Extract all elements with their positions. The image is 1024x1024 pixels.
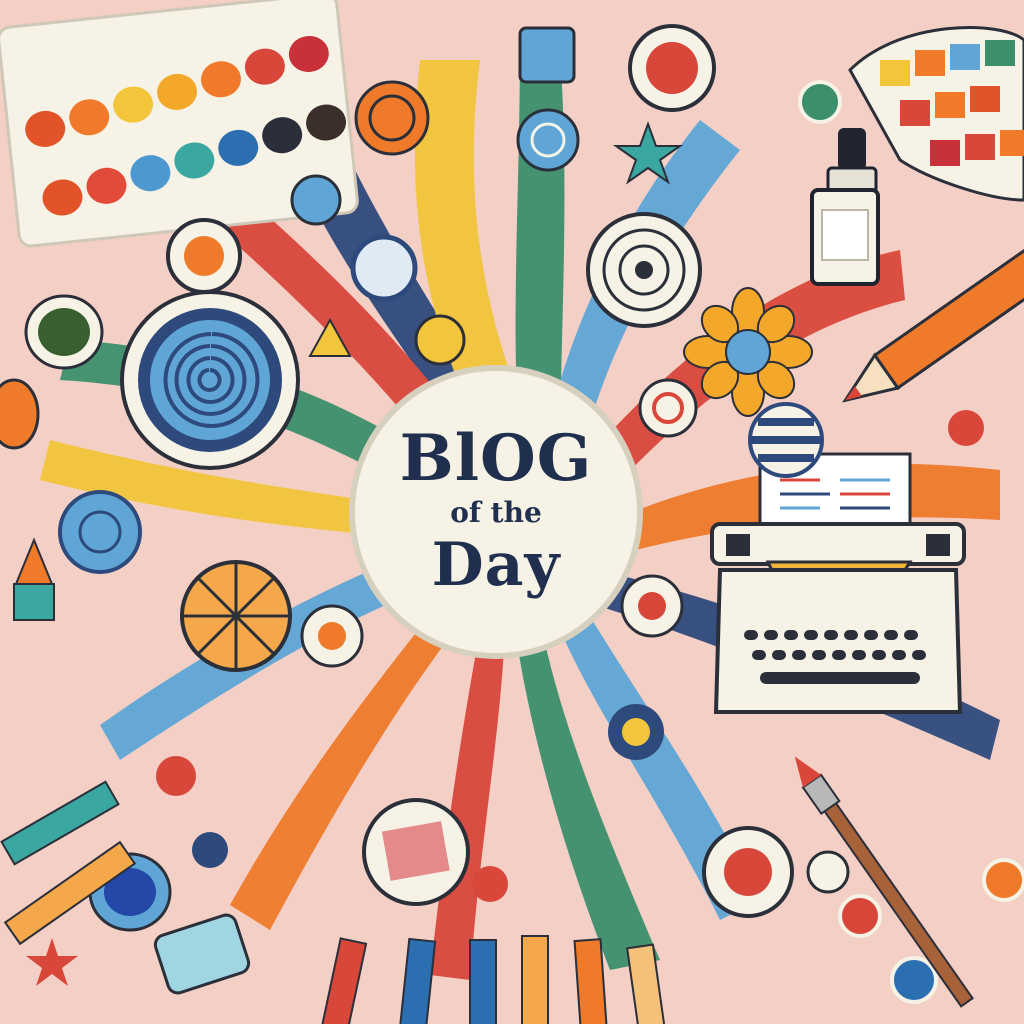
typewriter-icon xyxy=(710,402,966,714)
paintbrush-icon xyxy=(794,756,974,1008)
ink-bottle-icon xyxy=(810,128,880,286)
center-badge xyxy=(349,365,643,659)
paint-swatch-fan-icon xyxy=(848,26,1024,202)
pencil-icon xyxy=(0,238,1024,1024)
watercolor-palette-icon xyxy=(0,0,359,248)
paint-jar-icon xyxy=(0,26,576,995)
star-icon xyxy=(13,121,684,986)
spiral-icon xyxy=(120,290,300,470)
wheel-icon xyxy=(180,560,292,672)
flower-icon xyxy=(683,287,813,417)
